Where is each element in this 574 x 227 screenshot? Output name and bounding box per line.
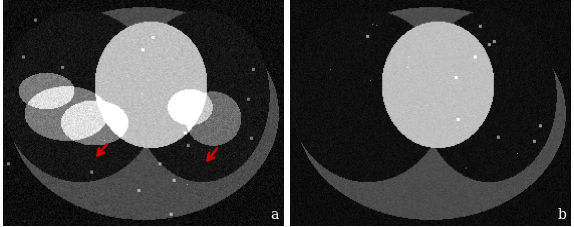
Text: a: a bbox=[271, 207, 279, 221]
Text: b: b bbox=[558, 207, 567, 221]
